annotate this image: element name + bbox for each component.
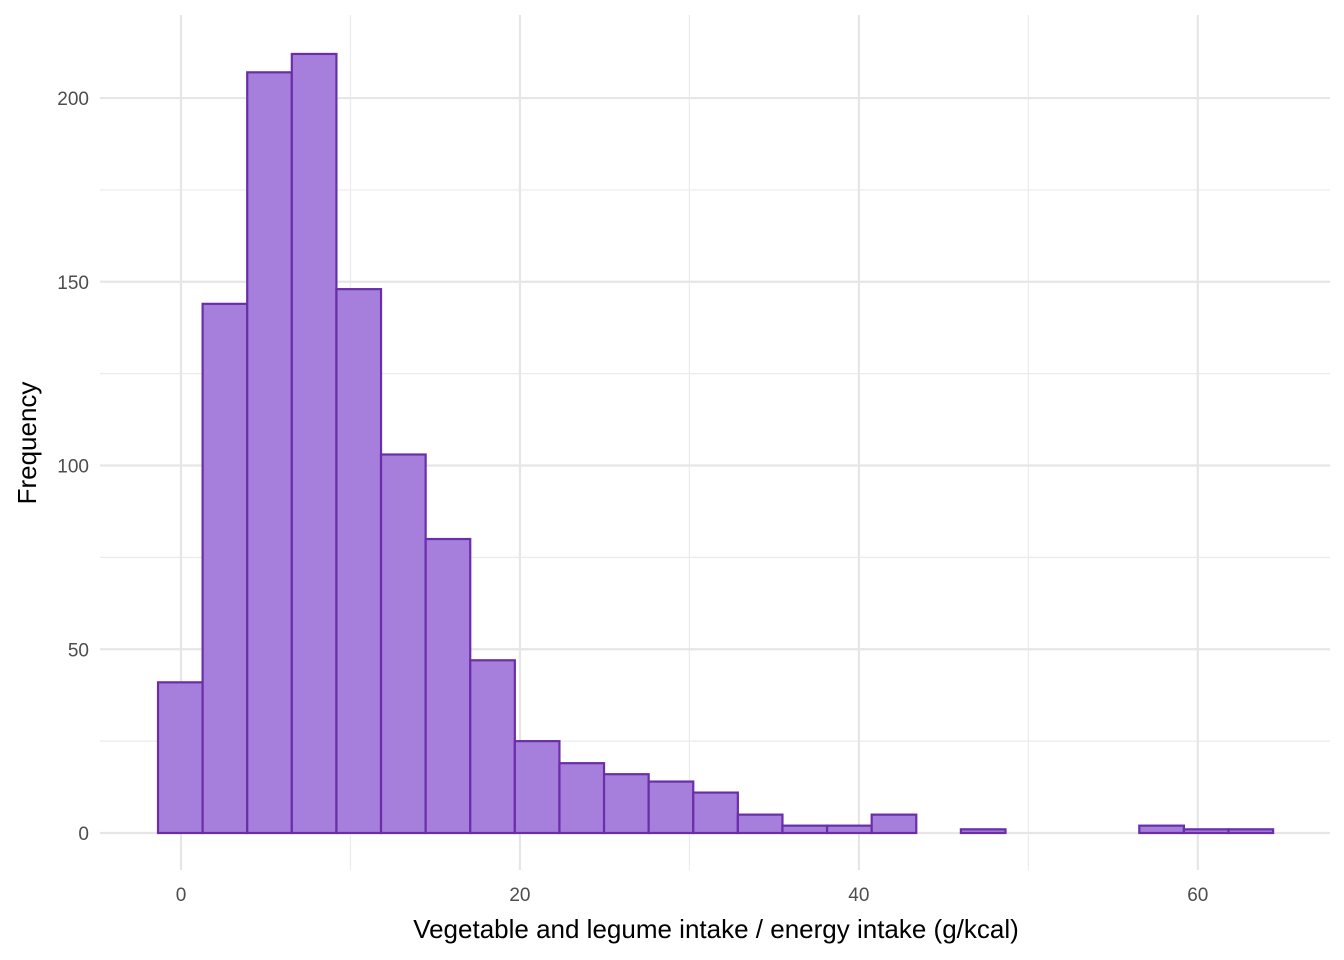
x-tick-label: 20 xyxy=(509,885,530,906)
histogram-bar xyxy=(1227,828,1275,835)
histogram-bar xyxy=(201,302,249,835)
y-tick-label: 100 xyxy=(57,457,89,478)
histogram-bar xyxy=(736,813,784,835)
histogram-bar xyxy=(959,828,1007,835)
y-tick-label: 200 xyxy=(57,89,89,110)
y-axis-label: Frequency xyxy=(12,382,42,505)
histogram-bar xyxy=(156,681,204,835)
y-tick-label: 150 xyxy=(57,273,89,294)
histogram-bar xyxy=(825,824,873,835)
histogram-bar xyxy=(870,813,918,835)
x-tick-label: 40 xyxy=(848,885,869,906)
x-tick-label: 0 xyxy=(176,885,187,906)
histogram-bar xyxy=(246,71,293,835)
histogram-bar xyxy=(1182,828,1230,835)
histogram-bar xyxy=(692,791,739,835)
histogram-bar xyxy=(558,762,606,835)
histogram-bar xyxy=(379,453,427,835)
bars xyxy=(156,52,1275,835)
histogram-bar xyxy=(1138,824,1186,835)
x-axis-label: Vegetable and legume intake / energy int… xyxy=(413,914,1019,944)
x-ticks: 0 20 40 60 xyxy=(176,885,1209,906)
histogram-bar xyxy=(602,773,650,835)
y-tick-label: 50 xyxy=(68,640,89,661)
y-ticks: 0 50 100 150 200 xyxy=(57,89,89,845)
histogram-bar xyxy=(781,824,829,835)
histogram-bar xyxy=(290,52,338,835)
histogram-bar xyxy=(335,288,383,835)
x-tick-label: 60 xyxy=(1187,885,1208,906)
histogram-bar xyxy=(647,780,695,835)
y-tick-label: 0 xyxy=(78,824,89,845)
histogram-bar xyxy=(513,740,561,835)
histogram-bar xyxy=(424,537,472,835)
histogram-bar xyxy=(469,659,516,835)
